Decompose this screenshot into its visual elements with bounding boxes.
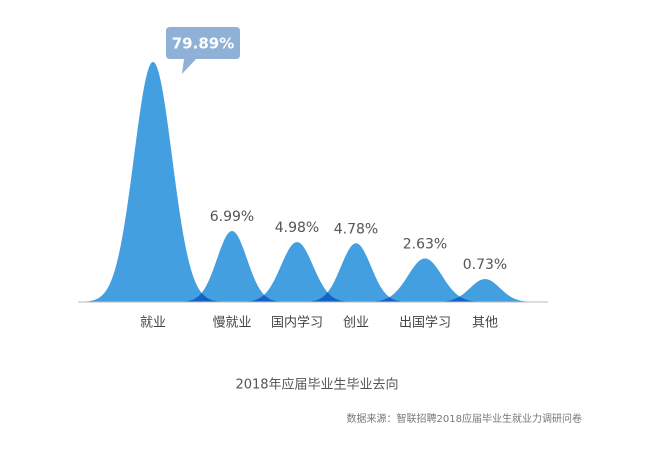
bell-curve — [425, 279, 545, 302]
x-tick-label: 慢就业 — [212, 315, 251, 331]
value-label: 4.98% — [275, 220, 319, 236]
curves — [77, 62, 545, 302]
x-tick-label: 出国学习 — [399, 315, 451, 331]
x-tick-label: 创业 — [343, 316, 369, 331]
callout — [166, 27, 240, 74]
bell-curve — [296, 243, 416, 302]
value-label: 79.89% — [172, 35, 234, 53]
bell-curve — [357, 258, 493, 302]
bell-curve — [77, 62, 229, 302]
bell-curve — [172, 231, 292, 302]
source-note: 数据来源：智联招聘2018应届毕业生就业力调研问卷 — [347, 412, 582, 425]
value-label: 2.63% — [403, 236, 447, 252]
value-label: 0.73% — [463, 257, 507, 273]
x-tick-label: 其他 — [472, 316, 498, 331]
chart-title: 2018年应届毕业生毕业去向 — [235, 377, 398, 393]
value-label: 4.78% — [334, 221, 378, 237]
x-tick-label: 国内学习 — [271, 315, 323, 331]
x-tick-label: 就业 — [140, 316, 166, 331]
value-label: 6.99% — [210, 209, 254, 225]
bell-curve — [233, 242, 361, 302]
